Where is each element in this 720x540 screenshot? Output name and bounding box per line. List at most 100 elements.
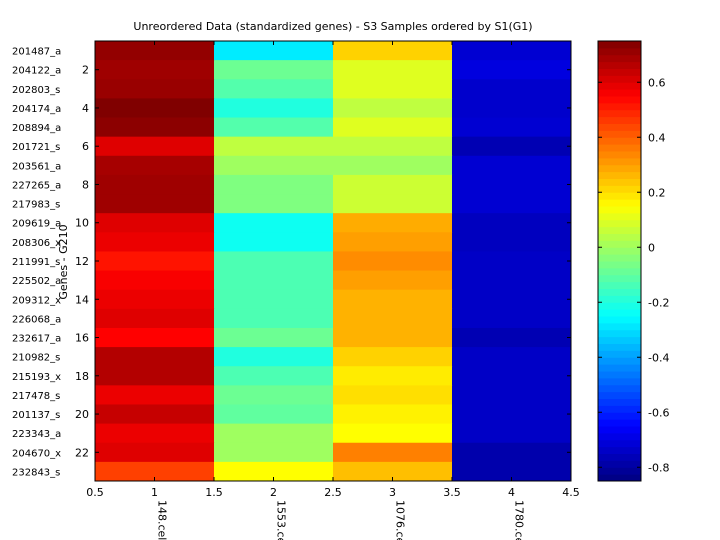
x-tick-label: 0.5 <box>86 486 104 499</box>
heatmap-cell <box>333 308 453 329</box>
x-tick-label: 2.5 <box>324 486 342 499</box>
y-tick-label: 22 <box>75 446 89 459</box>
colorbar-segment <box>598 281 641 289</box>
heatmap-cell <box>333 41 453 61</box>
x-tick-label: 4.5 <box>562 486 580 499</box>
chart-title: Unreordered Data (standardized genes) - … <box>133 20 532 33</box>
heatmap-cell <box>214 289 334 310</box>
heatmap-cell <box>333 366 453 386</box>
heatmap-cell <box>214 232 334 252</box>
colorbar-tick-label: 0.4 <box>648 131 666 144</box>
gene-label: 201137_s <box>12 410 60 421</box>
heatmap-cell <box>333 461 453 482</box>
gene-label: 232617_a <box>12 334 61 345</box>
colorbar-segment <box>598 164 641 173</box>
gene-label: 204122_a <box>12 66 61 77</box>
heatmap-cell <box>452 117 572 138</box>
heatmap-cell <box>333 232 453 252</box>
colorbar-segment <box>598 302 641 310</box>
colorbar-segment <box>598 41 641 49</box>
colorbar-segment <box>598 199 641 207</box>
heatmap-cell <box>95 308 215 329</box>
heatmap-cell <box>95 442 215 463</box>
heatmap-cell <box>95 327 215 348</box>
gene-label: 225502_a <box>12 276 61 287</box>
heatmap-cell <box>214 98 334 119</box>
heatmap-cell <box>452 232 572 252</box>
gene-label: 208894_a <box>12 123 61 134</box>
heatmap-cell <box>333 98 453 119</box>
heatmap-cell <box>95 60 215 80</box>
heatmap-cell <box>95 98 215 119</box>
heatmap-cell <box>214 442 334 463</box>
heatmap-cell <box>333 117 453 138</box>
heatmap-cell <box>452 461 572 482</box>
heatmap-cell <box>333 79 453 99</box>
heatmap-cell <box>452 79 572 99</box>
y-tick-label: 8 <box>82 178 89 191</box>
colorbar-segment <box>598 474 641 482</box>
heatmap-cell <box>452 213 572 233</box>
y-axis-label: Genes - G210 <box>57 224 70 299</box>
y-tick-label: 16 <box>75 332 89 345</box>
colorbar-segment <box>598 274 641 283</box>
colorbar-tick-label: -0.8 <box>648 461 669 474</box>
heatmap-cell <box>333 289 453 310</box>
heatmap-cell <box>214 117 334 138</box>
heatmap-cell <box>214 79 334 99</box>
heatmap-cell <box>95 404 215 425</box>
colorbar-segment <box>598 219 641 228</box>
heatmap-cell <box>214 174 334 195</box>
colorbar-segment <box>598 350 641 358</box>
heatmap-cell <box>333 442 453 463</box>
y-tick-label: 18 <box>75 370 89 383</box>
colorbar-segment <box>598 192 641 200</box>
colorbar-segment <box>598 68 641 76</box>
gene-label: 201487_a <box>12 47 61 58</box>
heatmap-cell <box>95 174 215 195</box>
heatmap-cell <box>95 194 215 214</box>
gene-label: 204174_a <box>12 104 61 115</box>
colorbar-segment <box>598 316 641 324</box>
colorbar-segment <box>598 384 641 393</box>
gene-label: 217478_s <box>12 391 60 402</box>
colorbar-segment <box>598 54 641 63</box>
heatmap-cell <box>214 423 334 444</box>
heatmap-cell <box>333 213 453 233</box>
colorbar-segment <box>598 47 641 56</box>
x-tick-label: 4 <box>508 486 515 499</box>
heatmap-cell <box>214 251 334 272</box>
gene-label: 211991_s <box>12 257 60 268</box>
colorbar-segment <box>598 82 641 90</box>
heatmap-cell <box>452 41 572 61</box>
y-tick-label: 20 <box>75 408 89 421</box>
colorbar-segment <box>598 102 641 111</box>
heatmap-cell <box>214 136 334 157</box>
x-tick-label: 3.5 <box>443 486 461 499</box>
heatmap-cell <box>95 347 215 367</box>
colorbar-tick-label: 0.2 <box>648 186 666 199</box>
colorbar-tick-label: -0.6 <box>648 406 669 419</box>
heatmap-cell <box>214 41 334 61</box>
gene-label: 210982_s <box>12 353 60 364</box>
gene-label: 208306_x <box>12 238 61 249</box>
colorbar-tick-label: 0.6 <box>648 76 666 89</box>
colorbar-segment <box>598 96 641 104</box>
colorbar-segment <box>598 295 641 303</box>
gene-label: 227265_a <box>12 180 61 191</box>
heatmap-cell <box>95 136 215 157</box>
heatmap-cell <box>452 423 572 444</box>
colorbar-frame <box>597 40 642 482</box>
colorbar-segment <box>598 247 641 255</box>
y-tick-label: 2 <box>82 64 89 77</box>
colorbar-segment <box>598 178 641 186</box>
heatmap-cell <box>214 327 334 348</box>
gene-label: 226068_a <box>12 314 61 325</box>
heatmap-cell <box>452 404 572 425</box>
colorbar-tick-label: -0.2 <box>648 296 669 309</box>
sample-label: 1553.cel <box>275 500 288 540</box>
colorbar-segment <box>598 116 641 124</box>
heatmap-cell <box>214 461 334 482</box>
heatmap-cell <box>333 270 453 291</box>
